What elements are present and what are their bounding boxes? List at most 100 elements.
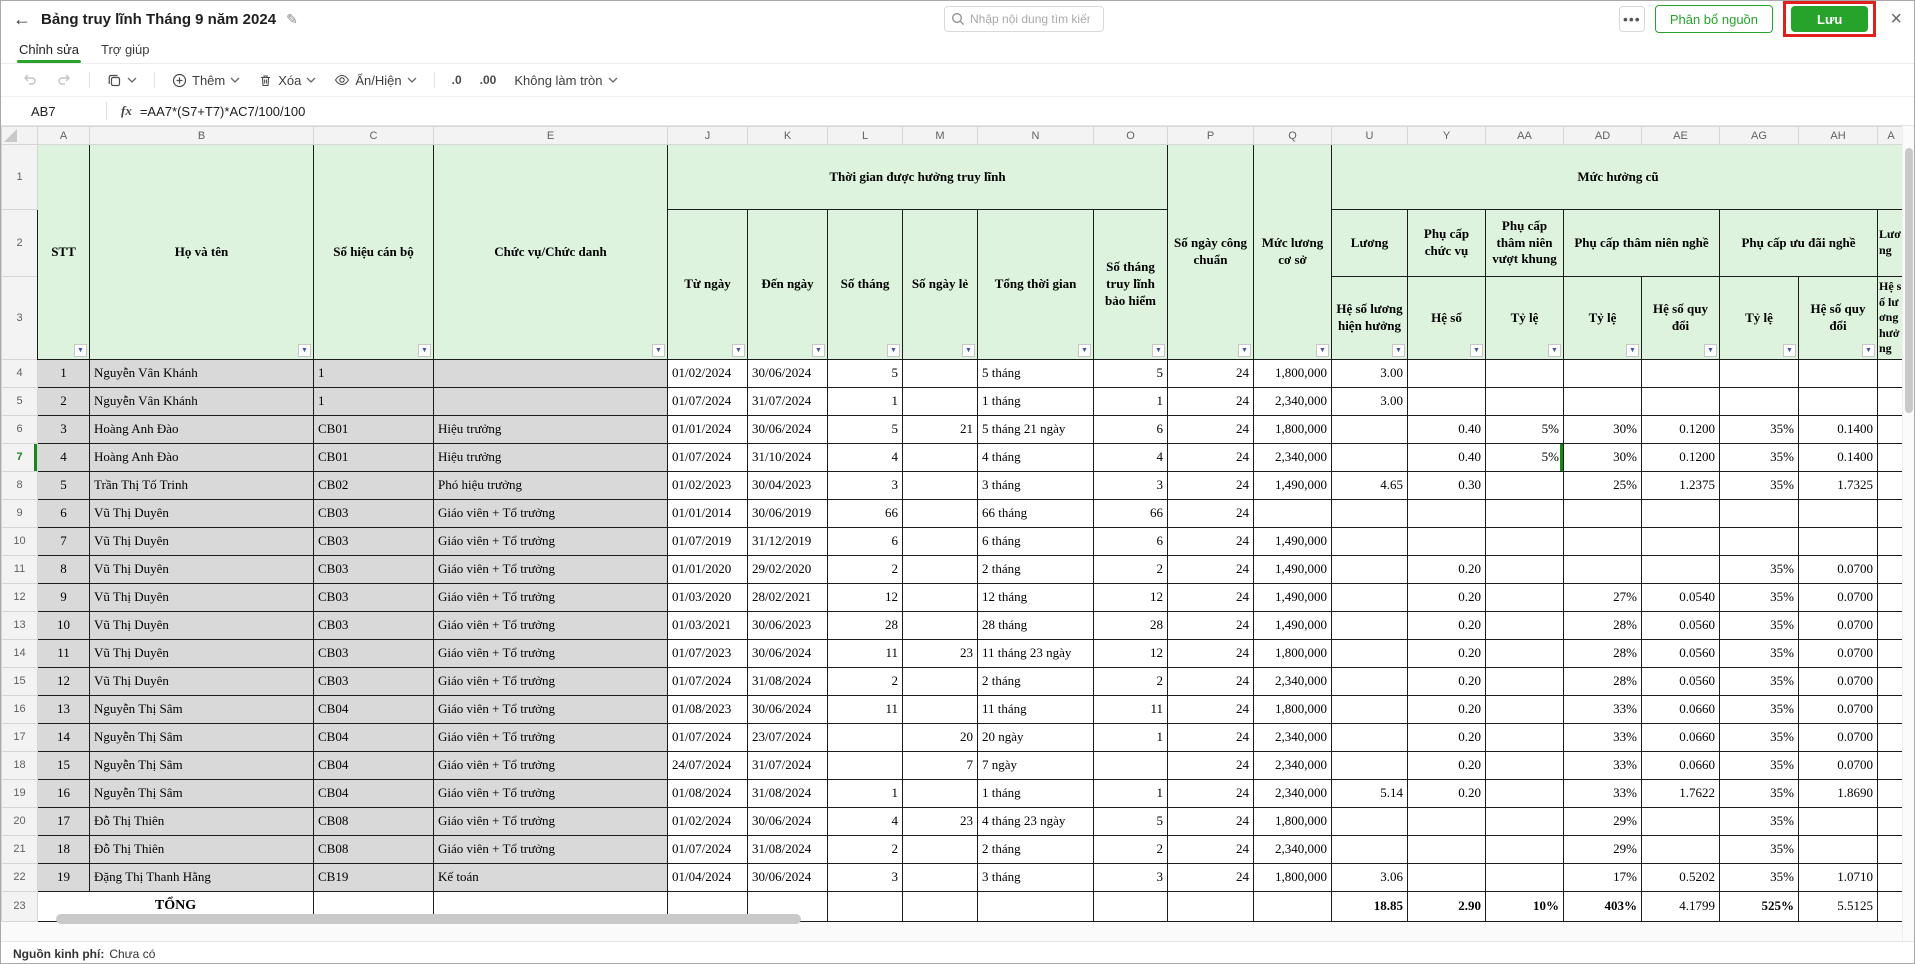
cell-AH23[interactable]: 5.5125 bbox=[1799, 891, 1878, 921]
cell-A4[interactable]: 1 bbox=[38, 359, 90, 387]
cell-AE9[interactable] bbox=[1642, 499, 1720, 527]
column-header-AE[interactable]: AE bbox=[1642, 127, 1720, 145]
cell-B13[interactable]: Vũ Thị Duyên bbox=[90, 611, 314, 639]
cell-U7[interactable] bbox=[1332, 443, 1408, 471]
search-box[interactable] bbox=[944, 6, 1104, 32]
formula-input[interactable]: =AA7*(S7+T7)*AC7/100/100 bbox=[140, 104, 306, 119]
cell-K20[interactable]: 30/06/2024 bbox=[748, 807, 828, 835]
header-stt[interactable]: STT▼ bbox=[38, 145, 90, 360]
cell-B20[interactable]: Đỗ Thị Thiên bbox=[90, 807, 314, 835]
header-ho-va-ten[interactable]: Họ và tên▼ bbox=[90, 145, 314, 360]
cell-N18[interactable]: 7 ngày bbox=[978, 751, 1094, 779]
cell-AE22[interactable]: 0.5202 bbox=[1642, 863, 1720, 891]
cell-B19[interactable]: Nguyễn Thị Sâm bbox=[90, 779, 314, 807]
cell-Y11[interactable]: 0.20 bbox=[1408, 555, 1486, 583]
cell-U8[interactable]: 4.65 bbox=[1332, 471, 1408, 499]
cell-AA16[interactable] bbox=[1486, 695, 1564, 723]
cell-Y15[interactable]: 0.20 bbox=[1408, 667, 1486, 695]
cell-J14[interactable]: 01/07/2023 bbox=[668, 639, 748, 667]
cell-P8[interactable]: 24 bbox=[1168, 471, 1254, 499]
cell-AG4[interactable] bbox=[1720, 359, 1799, 387]
column-header-L[interactable]: L bbox=[828, 127, 903, 145]
cell-O6[interactable]: 6 bbox=[1094, 415, 1168, 443]
cell-B7[interactable]: Hoàng Anh Đào bbox=[90, 443, 314, 471]
column-header-P[interactable]: P bbox=[1168, 127, 1254, 145]
header-he-so-quy-doi-tnn[interactable]: Hệ số quy đổi▼ bbox=[1642, 277, 1720, 360]
cell-Y7[interactable]: 0.40 bbox=[1408, 443, 1486, 471]
cell-M8[interactable] bbox=[903, 471, 978, 499]
column-header-A[interactable]: A bbox=[38, 127, 90, 145]
row-header-3[interactable]: 3 bbox=[2, 277, 38, 360]
header-pc-tham-nien-nghe[interactable]: Phụ cấp thâm niên nghề bbox=[1564, 210, 1720, 277]
cell-AA11[interactable] bbox=[1486, 555, 1564, 583]
cell-N11[interactable]: 2 tháng bbox=[978, 555, 1094, 583]
cell-AE10[interactable] bbox=[1642, 527, 1720, 555]
cell-AD5[interactable] bbox=[1564, 387, 1642, 415]
cell-Q14[interactable]: 1,800,000 bbox=[1254, 639, 1332, 667]
cell-M7[interactable] bbox=[903, 443, 978, 471]
cell-C20[interactable]: CB08 bbox=[314, 807, 434, 835]
cell-AA12[interactable] bbox=[1486, 583, 1564, 611]
cell-AG8[interactable]: 35% bbox=[1720, 471, 1799, 499]
cell-AJ23[interactable] bbox=[1878, 891, 1905, 921]
header-ty-le-tnn[interactable]: Tỷ lệ▼ bbox=[1564, 277, 1642, 360]
column-header-AJ[interactable]: A bbox=[1878, 127, 1905, 145]
cell-M6[interactable]: 21 bbox=[903, 415, 978, 443]
cell-AJ19[interactable] bbox=[1878, 779, 1905, 807]
cell-J20[interactable]: 01/02/2024 bbox=[668, 807, 748, 835]
cell-A13[interactable]: 10 bbox=[38, 611, 90, 639]
cell-K8[interactable]: 30/04/2023 bbox=[748, 471, 828, 499]
cell-AJ20[interactable] bbox=[1878, 807, 1905, 835]
cell-O9[interactable]: 66 bbox=[1094, 499, 1168, 527]
cell-AG5[interactable] bbox=[1720, 387, 1799, 415]
cell-AD14[interactable]: 28% bbox=[1564, 639, 1642, 667]
cell-AA17[interactable] bbox=[1486, 723, 1564, 751]
row-header-2[interactable]: 2 bbox=[2, 210, 38, 277]
cell-E20[interactable]: Giáo viên + Tổ trưởng bbox=[434, 807, 668, 835]
cell-O23[interactable] bbox=[1094, 891, 1168, 921]
cell-AH9[interactable] bbox=[1799, 499, 1878, 527]
add-button[interactable]: Thêm bbox=[165, 69, 247, 92]
cell-AG10[interactable] bbox=[1720, 527, 1799, 555]
cell-P23[interactable] bbox=[1168, 891, 1254, 921]
cell-B18[interactable]: Nguyễn Thị Sâm bbox=[90, 751, 314, 779]
cell-E18[interactable]: Giáo viên + Tổ trưởng bbox=[434, 751, 668, 779]
filter-button[interactable]: ▼ bbox=[418, 344, 431, 357]
cell-L9[interactable]: 66 bbox=[828, 499, 903, 527]
copy-button[interactable] bbox=[100, 69, 144, 92]
column-header-AH[interactable]: AH bbox=[1799, 127, 1878, 145]
cell-AJ4[interactable] bbox=[1878, 359, 1905, 387]
filter-button[interactable]: ▼ bbox=[812, 344, 825, 357]
cell-A16[interactable]: 13 bbox=[38, 695, 90, 723]
header-tu-ngay[interactable]: Từ ngày▼ bbox=[668, 210, 748, 360]
cell-AA7[interactable]: 5% bbox=[1486, 443, 1564, 471]
cell-K5[interactable]: 31/07/2024 bbox=[748, 387, 828, 415]
cell-AA22[interactable] bbox=[1486, 863, 1564, 891]
cell-B6[interactable]: Hoàng Anh Đào bbox=[90, 415, 314, 443]
cell-P12[interactable]: 24 bbox=[1168, 583, 1254, 611]
row-header-4[interactable]: 4 bbox=[2, 359, 38, 387]
filter-button[interactable]: ▼ bbox=[1783, 344, 1796, 357]
cell-K9[interactable]: 30/06/2019 bbox=[748, 499, 828, 527]
cell-J5[interactable]: 01/07/2024 bbox=[668, 387, 748, 415]
filter-button[interactable]: ▼ bbox=[1238, 344, 1251, 357]
undo-button[interactable] bbox=[15, 68, 45, 92]
cell-Y5[interactable] bbox=[1408, 387, 1486, 415]
cell-AD16[interactable]: 33% bbox=[1564, 695, 1642, 723]
cell-M19[interactable] bbox=[903, 779, 978, 807]
cell-U14[interactable] bbox=[1332, 639, 1408, 667]
cell-O13[interactable]: 28 bbox=[1094, 611, 1168, 639]
cell-AA10[interactable] bbox=[1486, 527, 1564, 555]
row-header-6[interactable]: 6 bbox=[2, 415, 38, 443]
cell-L23[interactable] bbox=[828, 891, 903, 921]
filter-button[interactable]: ▼ bbox=[74, 344, 87, 357]
cell-L7[interactable]: 4 bbox=[828, 443, 903, 471]
cell-C4[interactable]: 1 bbox=[314, 359, 434, 387]
row-header-5[interactable]: 5 bbox=[2, 387, 38, 415]
horizontal-scrollbar[interactable] bbox=[56, 914, 801, 924]
cell-AD9[interactable] bbox=[1564, 499, 1642, 527]
cell-Y8[interactable]: 0.30 bbox=[1408, 471, 1486, 499]
cell-L10[interactable]: 6 bbox=[828, 527, 903, 555]
cell-K14[interactable]: 30/06/2024 bbox=[748, 639, 828, 667]
cell-Y6[interactable]: 0.40 bbox=[1408, 415, 1486, 443]
